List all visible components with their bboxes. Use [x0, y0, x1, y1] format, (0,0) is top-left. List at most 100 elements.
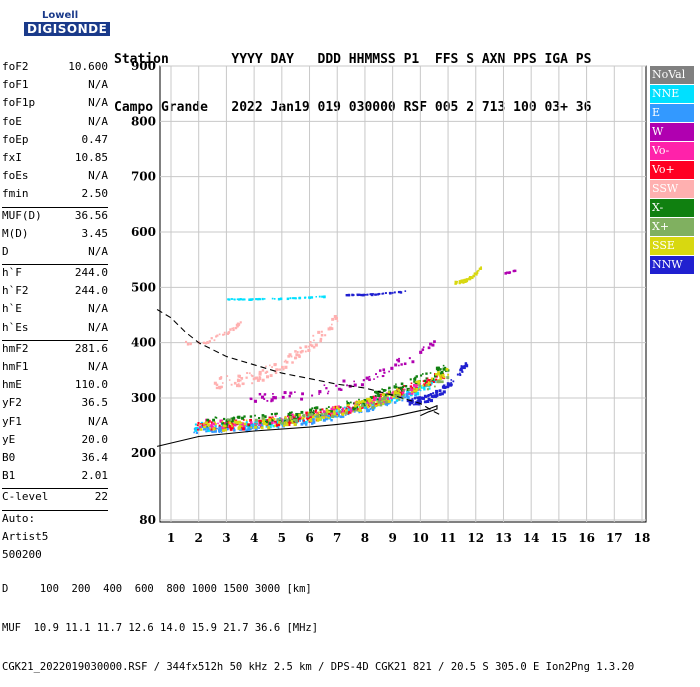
echo-dot-nnw	[369, 293, 372, 296]
param-name: fmin	[2, 187, 29, 201]
echo-dot-sse	[441, 373, 445, 377]
echo-dot-x	[376, 398, 379, 401]
echo-dot-sse	[261, 419, 266, 423]
echo-dot-w	[342, 379, 346, 383]
echo-dot-e	[401, 399, 404, 402]
echo-dot-ssw	[310, 344, 314, 348]
echo-dot-ssw	[295, 353, 299, 357]
echo-dot-ssw	[312, 334, 315, 337]
legend: NoVal NNE E W Vo- Vo+ SSW X- X+ SSE NNW	[650, 66, 694, 276]
echo-dot-sse	[267, 426, 271, 430]
echo-dot-nne	[233, 298, 236, 301]
echo-dot-e	[214, 429, 217, 433]
echo-dot-e	[294, 420, 298, 424]
echo-dot-vo	[332, 408, 336, 412]
echo-dot-sse	[352, 410, 355, 413]
echo-dot-nnw	[442, 384, 446, 387]
echo-dot-e	[387, 402, 390, 405]
echo-dot-x	[338, 410, 342, 414]
echo-dot-x	[382, 396, 387, 401]
echo-dot-x	[414, 376, 417, 379]
echo-dot-sse	[317, 411, 320, 414]
echo-dot-x	[225, 420, 228, 423]
echo-dot-sse	[417, 380, 421, 384]
echo-dot-e	[393, 401, 397, 404]
echo-dot-x	[225, 423, 229, 426]
echo-dot-vo	[197, 421, 200, 425]
echo-dot-nnw	[423, 400, 427, 404]
echo-dot-ssw	[283, 360, 286, 363]
echo-dot-x	[261, 414, 265, 417]
echo-dot-sse	[221, 429, 225, 432]
echo-dot-x	[393, 385, 397, 389]
echo-dot-sse	[463, 278, 466, 281]
echo-dot-vo	[424, 380, 428, 384]
echo-dot-ssw	[252, 377, 256, 381]
echo-dot-x	[425, 377, 428, 380]
echo-dot-sse	[283, 424, 286, 427]
echo-dot-e	[258, 427, 260, 429]
echo-dot-sse	[381, 402, 385, 406]
echo-dot-sse	[438, 374, 442, 377]
echo-dot-e	[245, 429, 249, 433]
echo-dot-nne	[236, 298, 239, 301]
echo-dot-nnw	[461, 369, 463, 372]
echo-dot-x	[249, 415, 253, 418]
echo-dot-vo	[233, 423, 237, 427]
echo-dot-x	[360, 404, 364, 408]
echo-dot-nnw	[404, 290, 407, 292]
echo-dot-nnw	[413, 403, 415, 406]
station-header: Station YYYY DAY DDD HHMMSS P1 FFS S AXN…	[114, 20, 591, 132]
echo-dot-ssw	[335, 316, 338, 320]
echo-dot-sse	[245, 419, 248, 422]
echo-dot-ssw	[245, 376, 248, 379]
echo-dot-nne	[237, 298, 241, 301]
echo-dot-sse	[477, 269, 480, 272]
echo-dot-x	[397, 386, 400, 389]
echo-dot-nne	[263, 298, 266, 300]
echo-dot-ssw	[271, 366, 273, 368]
echo-dot-vo	[212, 422, 216, 426]
echo-dot-sse	[458, 281, 461, 284]
echo-dot-ssw	[294, 350, 297, 353]
echo-dot-nnw	[418, 399, 422, 403]
echo-dot-x	[331, 414, 335, 419]
echo-dot-x	[286, 419, 289, 422]
param-value: 10.85	[74, 150, 108, 164]
echo-dot-nne	[242, 298, 245, 301]
echo-dot-vo	[203, 424, 206, 427]
plot-frame	[159, 65, 647, 523]
echo-dot-sse	[309, 417, 312, 420]
echo-dot-sse	[414, 390, 417, 393]
echo-dot-sse	[397, 389, 401, 392]
echo-dot-w	[383, 371, 386, 374]
legend-item-nne: NNE	[650, 85, 694, 104]
echo-dot-sse	[235, 421, 239, 424]
echo-dot-x	[404, 385, 408, 388]
echo-dot-ssw	[320, 333, 324, 337]
echo-dot-x	[271, 419, 274, 422]
echo-dot-vo	[422, 380, 425, 383]
echo-dot-nnw	[422, 396, 426, 400]
echo-dot-ssw	[319, 339, 322, 343]
echo-dot-nne	[417, 386, 420, 390]
param-value: 36.4	[81, 450, 109, 464]
echo-dot-nne	[286, 297, 290, 301]
echo-dot-x	[283, 419, 286, 422]
echo-dot-ssw	[304, 350, 307, 353]
echo-dot-ssw	[258, 372, 262, 376]
x-tick-label: 8	[361, 531, 369, 545]
echo-dot-vo	[223, 426, 227, 430]
echo-dot-vo	[305, 417, 308, 419]
echo-dot-w	[318, 393, 320, 395]
echo-dot-sse	[316, 418, 320, 422]
echo-dot-nnw	[427, 397, 431, 401]
echo-dot-e	[205, 430, 208, 433]
echo-dot-e	[405, 392, 409, 397]
echo-dot-sse	[443, 376, 446, 379]
echo-dot-nne	[375, 398, 378, 401]
echo-dot-x	[430, 380, 432, 382]
echo-dot-e	[327, 415, 330, 419]
echo-dot-x	[259, 421, 262, 424]
echo-dot-vo	[402, 391, 405, 394]
